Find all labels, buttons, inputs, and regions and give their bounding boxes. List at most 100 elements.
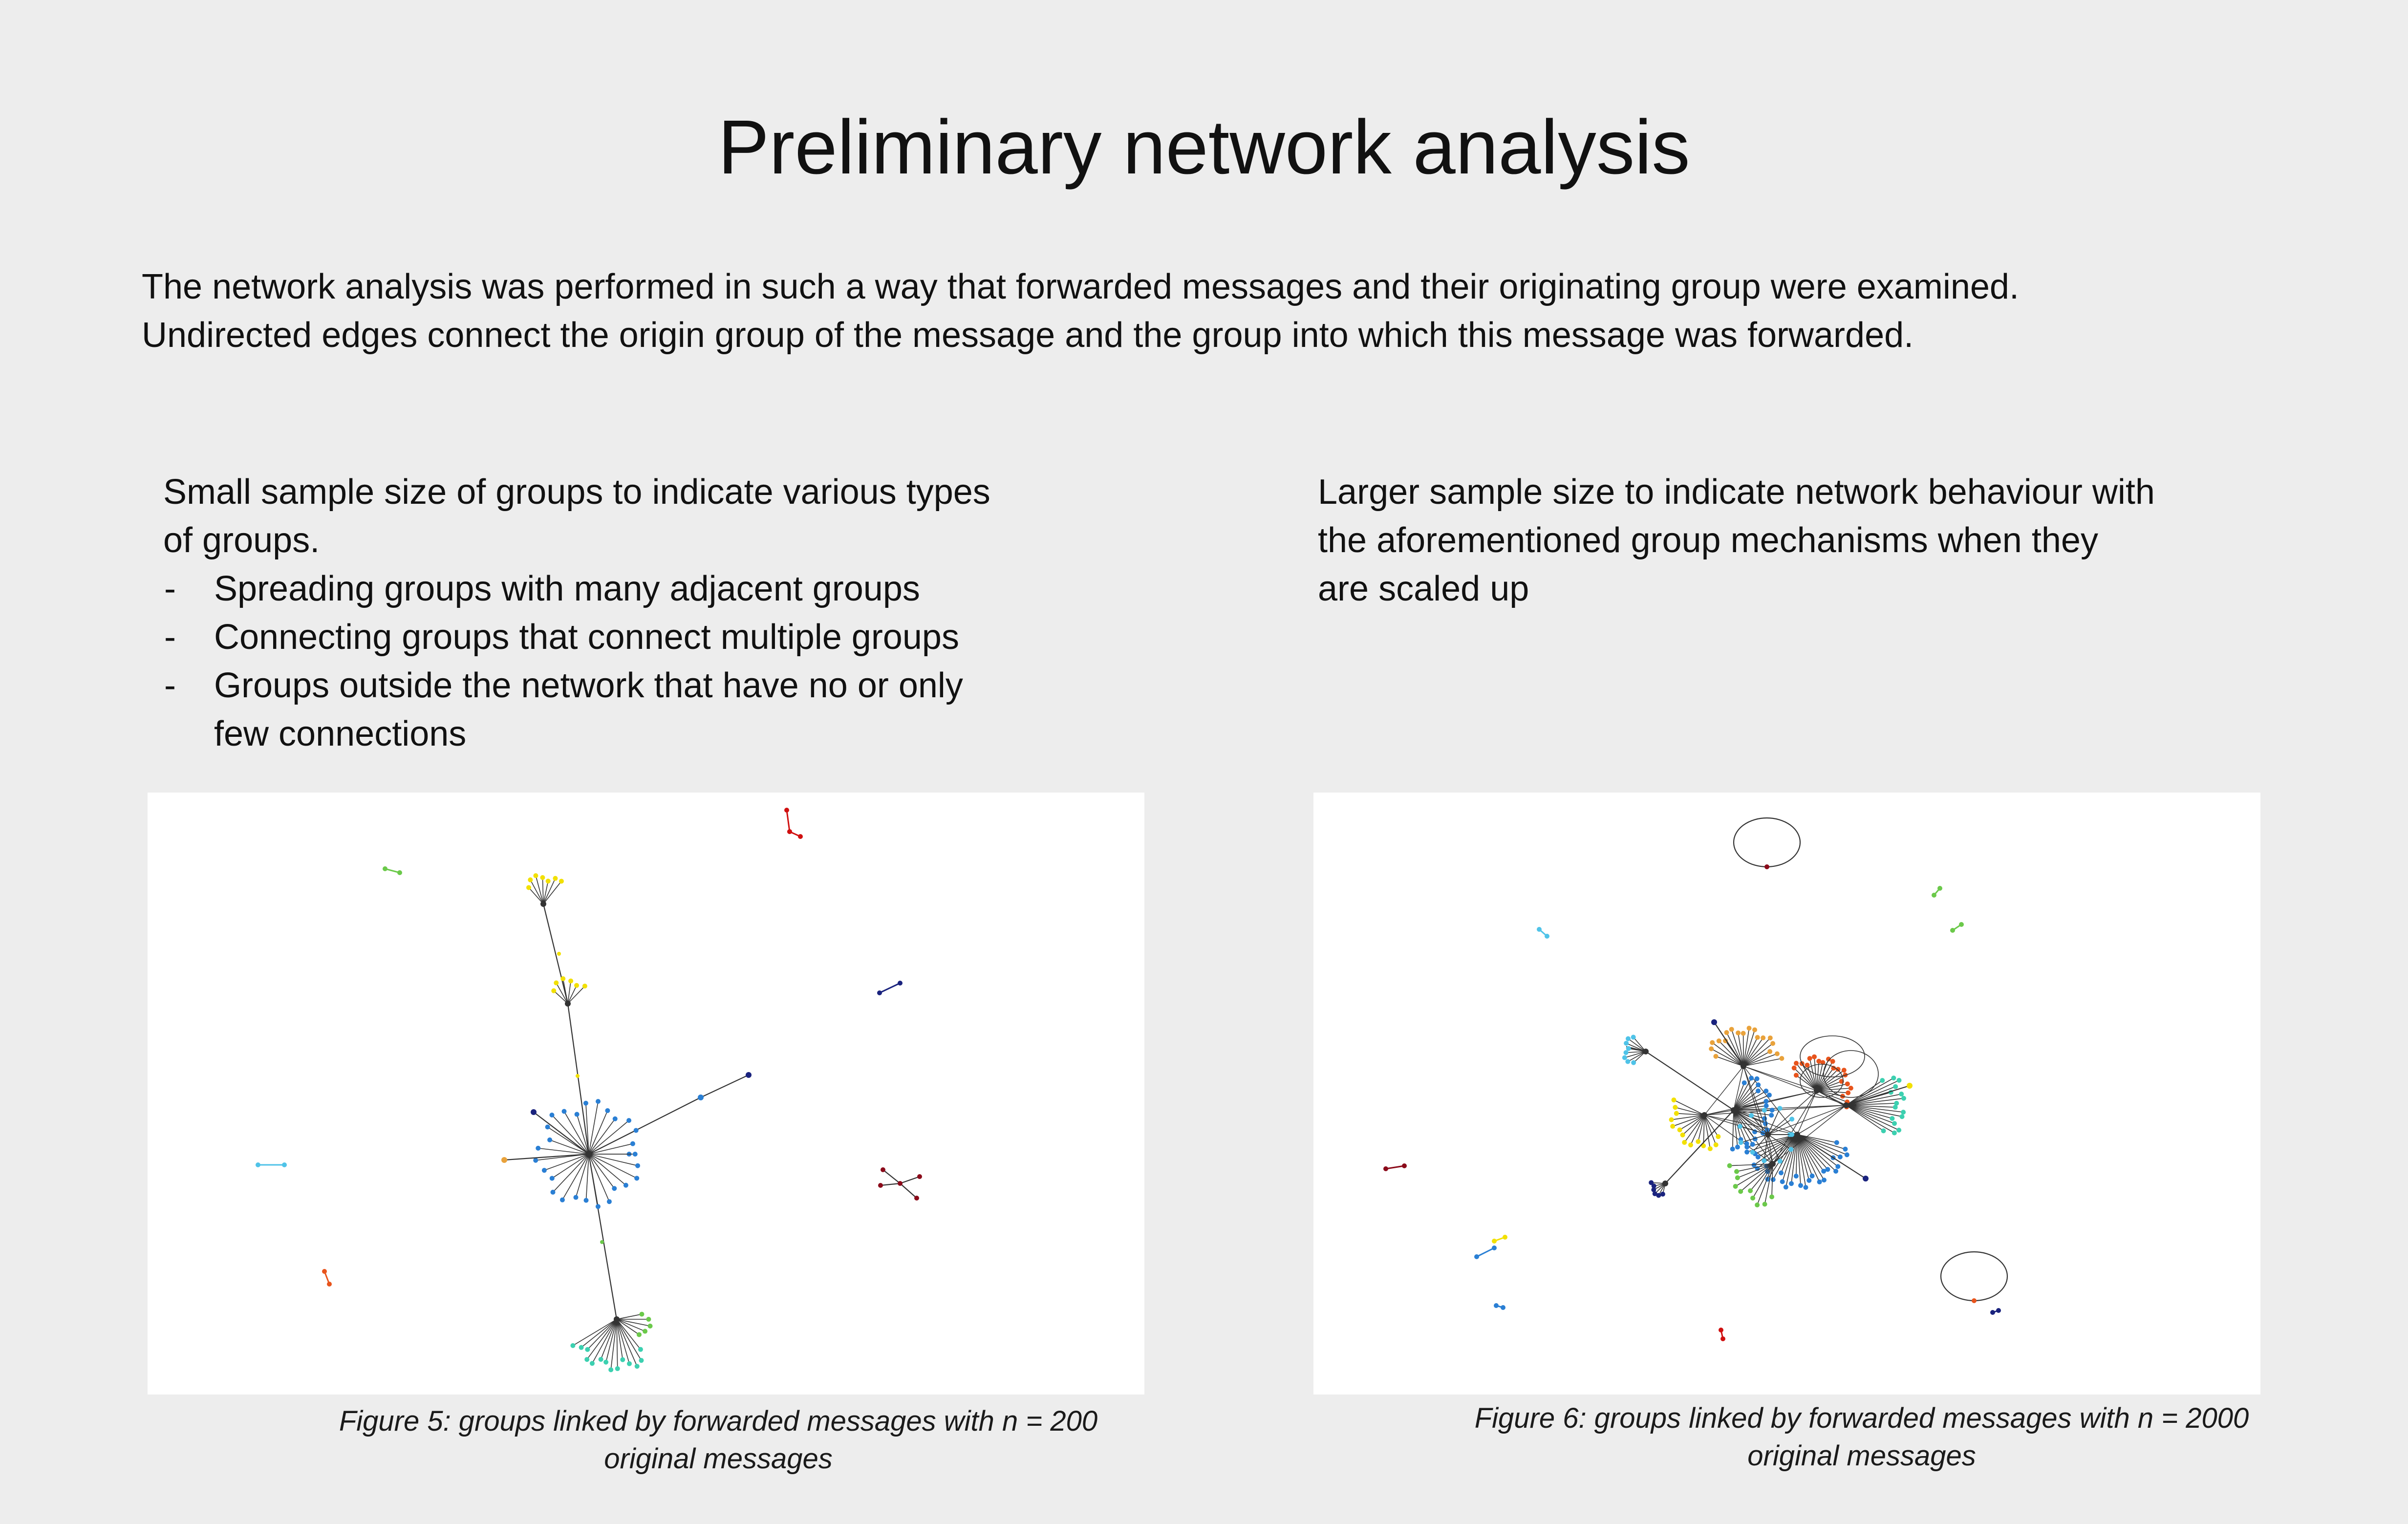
network-node xyxy=(1825,1167,1830,1172)
network-edge xyxy=(1679,1115,1705,1131)
network-edge xyxy=(1846,1077,1894,1106)
network-edge xyxy=(1733,1095,1770,1111)
network-node xyxy=(1670,1124,1676,1129)
network-node xyxy=(646,1317,651,1322)
network-node xyxy=(1631,1034,1636,1040)
network-edge xyxy=(1733,1090,1759,1111)
network-edge xyxy=(547,1126,589,1155)
network-node xyxy=(322,1269,327,1274)
network-edge xyxy=(1704,1115,1711,1149)
network-node xyxy=(1780,1179,1785,1184)
network-node xyxy=(1821,1168,1827,1174)
network-node xyxy=(1769,1108,1775,1113)
network-edge xyxy=(1773,1134,1798,1180)
network-node xyxy=(1626,1046,1631,1051)
network-edge xyxy=(556,983,568,1004)
network-edge xyxy=(610,1319,617,1370)
network-edge xyxy=(880,1182,901,1186)
network-edge xyxy=(1772,1105,1847,1164)
network-node xyxy=(1779,1170,1784,1176)
network-node xyxy=(1623,1050,1629,1055)
network-node xyxy=(878,1183,883,1188)
network-edge xyxy=(1796,1134,1798,1177)
network-node xyxy=(600,1240,604,1244)
network-node xyxy=(1711,1019,1717,1025)
network-edge xyxy=(600,1319,617,1360)
network-edge xyxy=(1797,1134,1810,1181)
network-node xyxy=(596,1099,601,1104)
network-node xyxy=(1749,1113,1754,1118)
network-node xyxy=(1738,1140,1743,1145)
network-node xyxy=(1765,1132,1771,1138)
network-edge xyxy=(1816,1069,1839,1091)
network-edge xyxy=(1764,1110,1768,1135)
network-node xyxy=(638,1347,643,1352)
network-node xyxy=(1996,1308,2001,1313)
network-edge xyxy=(1767,1134,1773,1164)
network-edge xyxy=(1743,1037,1758,1067)
network-node xyxy=(1643,1049,1649,1054)
network-node xyxy=(1834,1140,1839,1145)
network-edge xyxy=(1797,1134,1841,1158)
network-edge xyxy=(1624,1051,1646,1058)
network-edge xyxy=(1771,1163,1773,1197)
network-edge xyxy=(616,1319,641,1350)
network-edge xyxy=(1797,1134,1838,1167)
network-node xyxy=(614,1316,620,1322)
network-node xyxy=(1845,1081,1850,1087)
right-line-3: are scaled up xyxy=(1318,569,1529,608)
network-node xyxy=(583,1100,588,1106)
network-edge xyxy=(1797,1134,1846,1150)
network-edge xyxy=(1758,1134,1798,1158)
network-node xyxy=(1794,1061,1799,1066)
network-edge xyxy=(587,1319,617,1350)
network-node xyxy=(1762,1116,1767,1121)
network-node xyxy=(630,1141,635,1146)
network-node xyxy=(1492,1245,1497,1250)
network-node xyxy=(1716,1038,1721,1044)
network-node xyxy=(1755,1155,1761,1160)
network-node xyxy=(1899,1092,1904,1097)
bullet-outside-groups: Groups outside the network that have no … xyxy=(163,662,1092,710)
figure-6-caption-line-1: Figure 6: groups linked by forwarded mes… xyxy=(1474,1402,2249,1434)
network-node xyxy=(1763,1103,1769,1109)
network-node xyxy=(1727,1163,1732,1168)
network-edge xyxy=(1763,1134,1768,1161)
network-node xyxy=(1701,1112,1707,1118)
network-node xyxy=(1537,927,1542,932)
network-edge xyxy=(1743,1053,1778,1067)
network-edge xyxy=(1704,1066,1744,1116)
network-edge xyxy=(1816,1061,1820,1091)
network-edge xyxy=(1816,1090,1843,1097)
network-edge xyxy=(1767,1105,1847,1135)
figure-5-network-graph xyxy=(148,793,1144,1395)
network-node xyxy=(1729,1027,1734,1032)
network-node xyxy=(1779,1056,1784,1061)
network-node xyxy=(634,1364,640,1369)
network-node xyxy=(1793,1174,1799,1179)
network-edge xyxy=(588,1154,638,1166)
network-node xyxy=(1733,1183,1738,1189)
network-edge xyxy=(1751,1115,1768,1135)
network-edge xyxy=(1846,1085,1910,1106)
network-node xyxy=(327,1282,332,1287)
network-node xyxy=(557,952,561,956)
network-node xyxy=(1950,928,1955,933)
network-node xyxy=(643,1329,648,1334)
network-node xyxy=(595,1204,601,1209)
network-edge xyxy=(581,1319,617,1348)
network-node xyxy=(1734,1169,1740,1174)
network-edge xyxy=(1816,1068,1834,1091)
network-edge xyxy=(605,1319,617,1362)
network-node xyxy=(1789,1181,1794,1186)
network-node xyxy=(565,1001,571,1007)
network-edge xyxy=(1733,1078,1758,1111)
network-node xyxy=(1907,1083,1913,1089)
network-edge xyxy=(1733,1110,1755,1132)
network-node xyxy=(1719,1328,1723,1332)
network-edge xyxy=(567,986,585,1004)
network-node xyxy=(1820,1060,1826,1065)
self-loop xyxy=(1940,1251,2008,1302)
network-edge xyxy=(1846,1105,1884,1132)
network-edge xyxy=(586,1319,617,1360)
